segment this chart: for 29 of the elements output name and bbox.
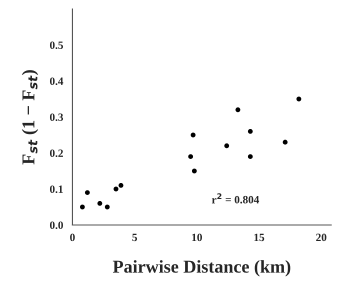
point	[190, 132, 196, 138]
point	[235, 107, 240, 112]
x-tick-label: 5	[132, 234, 138, 242]
y-tick-label: 0.1	[50, 185, 63, 194]
point	[118, 182, 124, 188]
point	[282, 140, 288, 145]
point	[224, 143, 230, 148]
point	[248, 128, 253, 134]
y-tick-label: 0.2	[50, 149, 63, 158]
y-axis-title: F$_{st}$ (1 − F$_{st}$)	[22, 70, 38, 164]
point	[192, 168, 197, 174]
point	[114, 186, 118, 192]
point	[248, 154, 253, 160]
annotation: r$^{2}$ = 0.804	[212, 193, 260, 204]
point	[80, 204, 85, 210]
y-tick-label: 0.4	[50, 77, 64, 86]
y-tick-label: 0.0	[50, 221, 63, 230]
x-tick-label: 0	[70, 234, 75, 242]
y-tick-label: 0.5	[50, 41, 64, 50]
x-tick-label: 20	[316, 234, 326, 242]
point	[104, 204, 110, 210]
y-tick-label: 0.3	[50, 113, 64, 122]
point	[84, 190, 90, 196]
x-tick-label: 10	[192, 234, 202, 242]
x-tick-label: 15	[254, 234, 264, 242]
point	[188, 154, 194, 160]
x-axis-title: Pairwise Distance (km)	[112, 260, 290, 276]
point	[296, 96, 302, 102]
point	[97, 200, 102, 206]
